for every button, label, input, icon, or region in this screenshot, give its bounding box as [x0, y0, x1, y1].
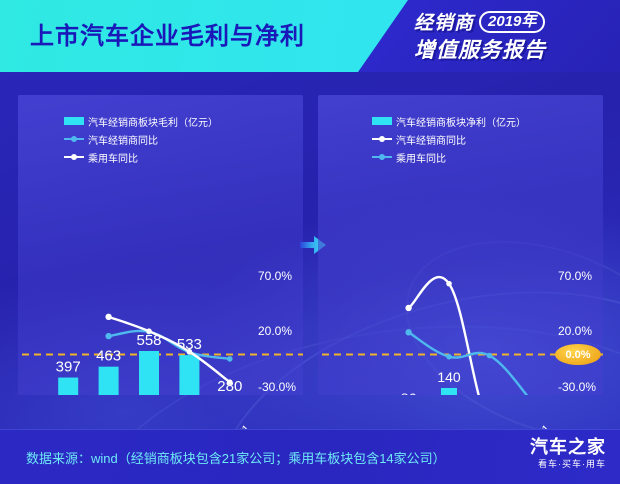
y-axis-tick: -30.0% [558, 379, 597, 394]
legend-label: 汽车经销商板块净利（亿元） [396, 117, 526, 129]
y-axis-tick: 20.0% [258, 324, 293, 339]
line-marker-icon [372, 134, 392, 144]
legend-label: 汽车经销商板块毛利（亿元） [88, 117, 218, 129]
zero-percent-badge: 0.0% [555, 344, 601, 366]
y-axis-tick: 20.0% [558, 324, 593, 339]
data-source-note: 数据来源：wind（经销商板块包含21家公司；乘用车板块包含14家公司） [26, 451, 446, 466]
line-marker-icon [372, 152, 392, 162]
report-badge-dealer-label: 经销商 [414, 13, 475, 34]
net-profit-panel: 汽车经销商板块净利（亿元） 汽车经销商同比 乘用车同比 618614057427… [318, 95, 603, 458]
legend-label: 汽车经销商同比 [396, 135, 466, 147]
report-badge-row-2: 增值服务报告 [414, 34, 546, 64]
bar-swatch-icon [372, 117, 392, 125]
y-axis-tick: 70.0% [258, 269, 293, 283]
report-badge-row-1: 经销商 2019年 [414, 8, 546, 35]
svg-text:463: 463 [96, 348, 121, 365]
svg-text:140: 140 [437, 369, 461, 385]
brand-tagline: 看车·买车·用车 [538, 459, 606, 469]
report-badge: 经销商 2019年 增值服务报告 [414, 8, 610, 66]
page-title: 上市汽车企业毛利与净利 [30, 23, 305, 50]
footer-divider [0, 429, 620, 430]
gross-profit-plot: 39746355853328070.0%20.0%-30.0%-80.0%201… [18, 95, 303, 458]
report-badge-year: 2019年 [479, 10, 546, 33]
svg-text:86: 86 [401, 390, 417, 395]
header-banner: 上市汽车企业毛利与净利 经销商 2019年 增值服务报告 [0, 0, 620, 72]
bar-swatch-icon [64, 117, 84, 125]
gross-profit-legend: 汽车经销商板块毛利（亿元） 汽车经销商同比 乘用车同比 [64, 113, 218, 167]
legend-label: 乘用车同比 [88, 153, 138, 165]
net-profit-legend: 汽车经销商板块净利（亿元） 汽车经销商同比 乘用车同比 [372, 113, 526, 167]
line-marker-icon [64, 152, 84, 162]
legend-item: 汽车经销商板块净利（亿元） [372, 113, 526, 129]
legend-item: 乘用车同比 [372, 149, 526, 165]
svg-text:280: 280 [217, 378, 242, 395]
gross-profit-panel: 汽车经销商板块毛利（亿元） 汽车经销商同比 乘用车同比 397 463 558 533… [18, 95, 303, 458]
y-axis-tick: -30.0% [258, 379, 297, 394]
legend-label: 汽车经销商同比 [88, 135, 158, 147]
legend-item: 汽车经销商板块毛利（亿元） [64, 113, 218, 129]
legend-item: 汽车经销商同比 [64, 131, 218, 147]
line-marker-icon [64, 134, 84, 144]
footer-bar: 数据来源：wind（经销商板块包含21家公司；乘用车板块包含14家公司） 汽车之… [0, 429, 620, 484]
report-badge-subtitle: 增值服务报告 [414, 39, 546, 62]
svg-text:558: 558 [136, 332, 161, 349]
brand-logo: 汽车之家 看车·买车·用车 [530, 437, 606, 470]
brand-name: 汽车之家 [530, 437, 606, 457]
legend-label: 乘用车同比 [396, 153, 446, 165]
legend-item: 乘用车同比 [64, 149, 218, 165]
y-axis-tick: 70.0% [558, 269, 593, 283]
svg-text:397: 397 [56, 359, 81, 376]
legend-item: 汽车经销商同比 [372, 131, 526, 147]
